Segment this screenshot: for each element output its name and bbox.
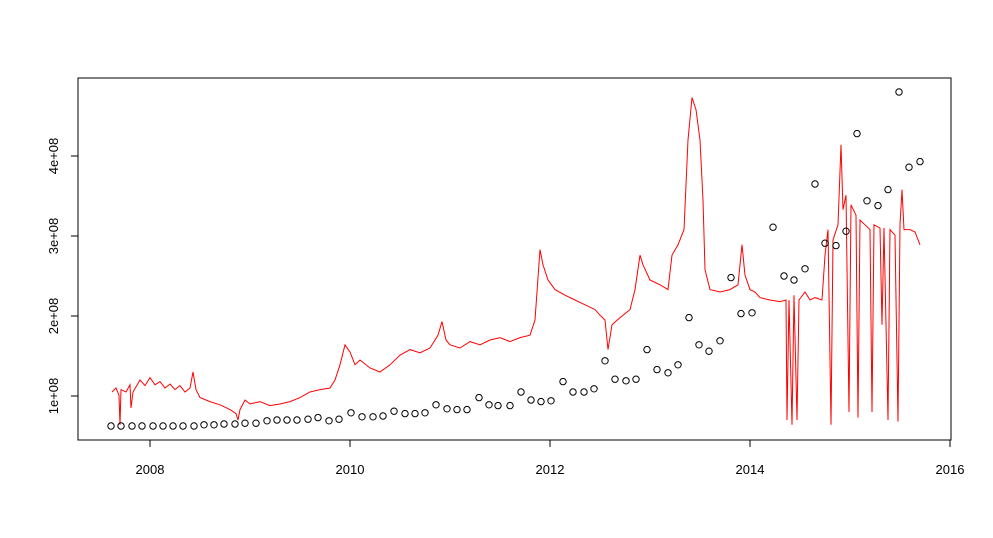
data-point bbox=[748, 309, 756, 317]
data-point bbox=[200, 421, 208, 429]
data-point bbox=[107, 422, 115, 430]
data-point bbox=[716, 337, 724, 345]
data-point bbox=[695, 341, 703, 349]
data-point bbox=[169, 422, 177, 430]
x-tick-label: 2010 bbox=[336, 462, 365, 477]
data-point bbox=[252, 419, 260, 427]
data-point bbox=[241, 419, 249, 427]
data-point bbox=[769, 223, 777, 231]
y-tick-label: 1e+08 bbox=[46, 378, 61, 415]
data-point bbox=[401, 409, 409, 418]
x-tick-label: 2014 bbox=[736, 462, 765, 477]
data-point bbox=[231, 420, 239, 428]
data-point bbox=[220, 420, 228, 428]
x-tick-label: 2012 bbox=[536, 462, 565, 477]
data-point bbox=[905, 163, 913, 171]
data-point bbox=[263, 417, 271, 425]
data-point bbox=[283, 416, 291, 424]
data-point bbox=[190, 422, 198, 430]
data-point bbox=[727, 273, 735, 282]
data-point bbox=[117, 422, 125, 430]
data-point bbox=[853, 129, 861, 138]
data-point bbox=[895, 88, 903, 96]
data-point bbox=[506, 401, 514, 410]
data-point bbox=[622, 377, 630, 385]
x-tick-label: 2008 bbox=[136, 462, 165, 477]
data-point bbox=[780, 272, 788, 280]
data-point bbox=[485, 401, 493, 409]
data-point bbox=[475, 393, 483, 402]
data-point bbox=[632, 375, 640, 383]
data-point bbox=[653, 365, 661, 374]
data-point bbox=[390, 407, 398, 415]
data-line bbox=[111, 97, 921, 425]
data-point bbox=[149, 422, 157, 430]
data-point bbox=[580, 388, 588, 396]
data-point bbox=[569, 388, 577, 396]
data-point bbox=[811, 180, 819, 188]
data-point bbox=[179, 422, 187, 430]
data-point bbox=[358, 413, 366, 421]
data-point bbox=[685, 313, 693, 322]
data-point bbox=[411, 409, 419, 418]
data-point bbox=[611, 375, 619, 383]
data-point bbox=[128, 422, 136, 430]
x-tick-label: 2016 bbox=[936, 462, 965, 477]
data-point bbox=[453, 405, 461, 414]
data-point bbox=[590, 385, 598, 393]
data-point bbox=[210, 421, 218, 429]
data-point bbox=[547, 397, 555, 405]
data-point bbox=[884, 185, 892, 194]
y-tick-label: 3e+08 bbox=[46, 218, 61, 255]
data-point bbox=[273, 416, 281, 424]
data-point bbox=[314, 413, 322, 422]
data-point bbox=[379, 412, 387, 420]
plot-box bbox=[77, 77, 952, 441]
data-point bbox=[432, 401, 440, 409]
data-point bbox=[863, 197, 871, 205]
data-point bbox=[537, 397, 545, 406]
data-point bbox=[664, 369, 672, 377]
data-point bbox=[643, 345, 651, 354]
data-point bbox=[517, 388, 525, 396]
data-point bbox=[559, 377, 567, 386]
data-point bbox=[916, 157, 924, 166]
data-point bbox=[159, 422, 167, 430]
data-point bbox=[421, 409, 429, 417]
data-point bbox=[832, 241, 840, 250]
data-point bbox=[335, 415, 343, 423]
data-point bbox=[601, 357, 609, 365]
data-point bbox=[790, 276, 798, 284]
data-point bbox=[304, 415, 312, 423]
data-point bbox=[674, 361, 682, 369]
data-point bbox=[443, 405, 451, 413]
data-point bbox=[347, 409, 355, 417]
y-tick-label: 2e+08 bbox=[46, 298, 61, 335]
data-point bbox=[874, 201, 882, 210]
data-point bbox=[325, 417, 333, 425]
data-point bbox=[494, 401, 502, 410]
data-point bbox=[463, 405, 471, 414]
data-point bbox=[138, 422, 146, 430]
y-tick-label: 4e+08 bbox=[46, 138, 61, 175]
data-point bbox=[527, 396, 535, 404]
data-point bbox=[293, 416, 301, 424]
data-point bbox=[737, 309, 745, 318]
data-point bbox=[369, 413, 377, 421]
data-point bbox=[801, 265, 809, 273]
data-point bbox=[842, 227, 850, 235]
data-point bbox=[705, 347, 713, 355]
data-point bbox=[821, 239, 829, 247]
